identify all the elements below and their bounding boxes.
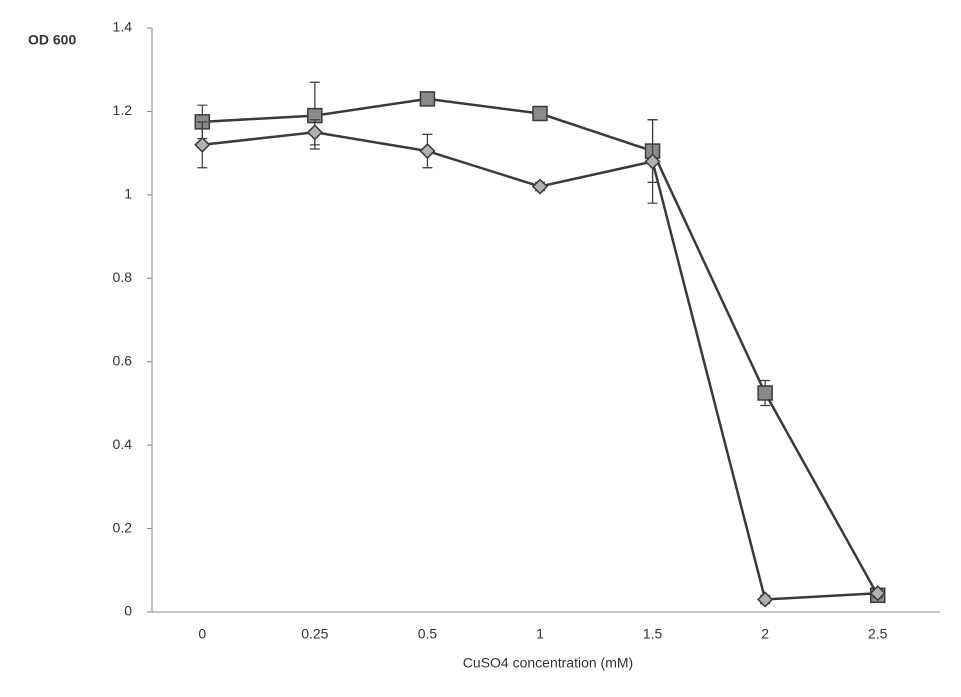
x-axis-label: CuSO4 concentration (mM) (463, 655, 633, 671)
marker (419, 91, 436, 107)
y-tick-label: 0.8 (113, 269, 133, 285)
y-tick-label: 0.2 (113, 519, 133, 535)
y-tick-label: 0 (124, 603, 132, 619)
y-tick-label: 0.6 (113, 352, 133, 368)
marker (532, 105, 548, 122)
marker (194, 136, 211, 153)
marker (306, 124, 323, 141)
x-tick-label: 1.5 (643, 626, 663, 642)
x-tick-label: 0 (198, 626, 206, 642)
y-axis-label: OD 600 (28, 32, 76, 48)
x-tick-label: 1 (536, 626, 544, 642)
marker (644, 153, 661, 170)
marker (419, 142, 436, 160)
x-tick-label: 2 (761, 626, 769, 642)
marker (757, 591, 774, 608)
y-tick-label: 0.4 (113, 436, 133, 452)
x-tick-label: 2.5 (868, 626, 888, 642)
x-tick-label: 0.5 (418, 626, 438, 642)
y-tick-label: 1.4 (113, 19, 133, 35)
marker (531, 178, 549, 195)
y-tick-label: 1 (124, 186, 132, 202)
y-tick-label: 1.2 (113, 102, 133, 118)
marker (869, 585, 886, 602)
marker (757, 385, 773, 401)
x-tick-label: 0.25 (301, 626, 328, 642)
